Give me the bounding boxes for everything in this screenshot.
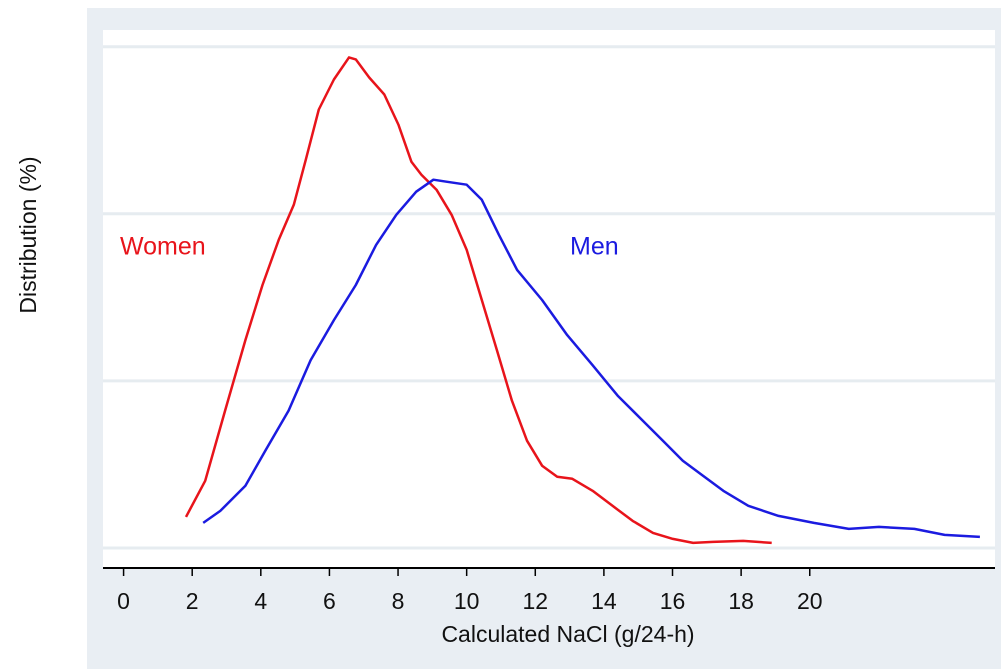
x-axis-label: Calculated NaCl (g/24-h) <box>441 621 694 647</box>
plot-area <box>103 30 995 568</box>
x-tick-label: 12 <box>522 588 548 614</box>
series-line <box>202 178 980 539</box>
x-tick-label: 10 <box>454 588 480 614</box>
x-tick-label: 4 <box>254 588 267 614</box>
series-label: Men <box>570 233 619 261</box>
x-tick-label: 6 <box>323 588 336 614</box>
x-tick-label: 8 <box>392 588 405 614</box>
y-axis-label: Distribution (%) <box>15 156 41 313</box>
series-label: Women <box>120 233 206 261</box>
x-tick-label: 2 <box>186 588 199 614</box>
x-tick-label: 16 <box>660 588 686 614</box>
x-tick-label: 20 <box>797 588 823 614</box>
x-tick-label: 14 <box>591 588 617 614</box>
series-line <box>184 56 772 545</box>
x-tick-label: 0 <box>117 588 130 614</box>
x-tick-label: 18 <box>728 588 754 614</box>
